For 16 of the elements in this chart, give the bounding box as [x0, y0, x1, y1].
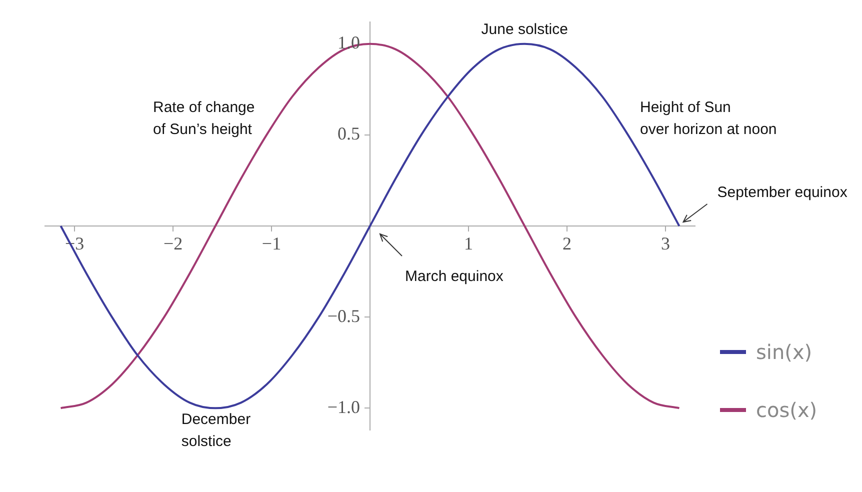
legend-label: cos(x): [756, 398, 818, 422]
annotation: June solstice: [481, 20, 568, 38]
annotation: December solstice: [181, 411, 251, 450]
annotation: Rate of change of Sun’s height: [153, 99, 255, 138]
y-tick-label: 0.5: [338, 124, 360, 144]
x-tick-label: −2: [163, 234, 183, 254]
legend-label: sin(x): [756, 340, 812, 364]
annotation: September equinox: [717, 184, 848, 201]
x-tick-label: 1: [464, 234, 473, 254]
y-tick-label: −0.5: [327, 306, 360, 326]
x-tick-label: 2: [562, 234, 572, 254]
annotation: Height of Sun over horizon at noon: [640, 99, 777, 138]
x-tick-label: 3: [660, 234, 670, 254]
annotation: March equinox: [405, 268, 504, 285]
x-tick-label: −1: [262, 234, 282, 254]
y-tick-label: −1.0: [327, 396, 360, 417]
